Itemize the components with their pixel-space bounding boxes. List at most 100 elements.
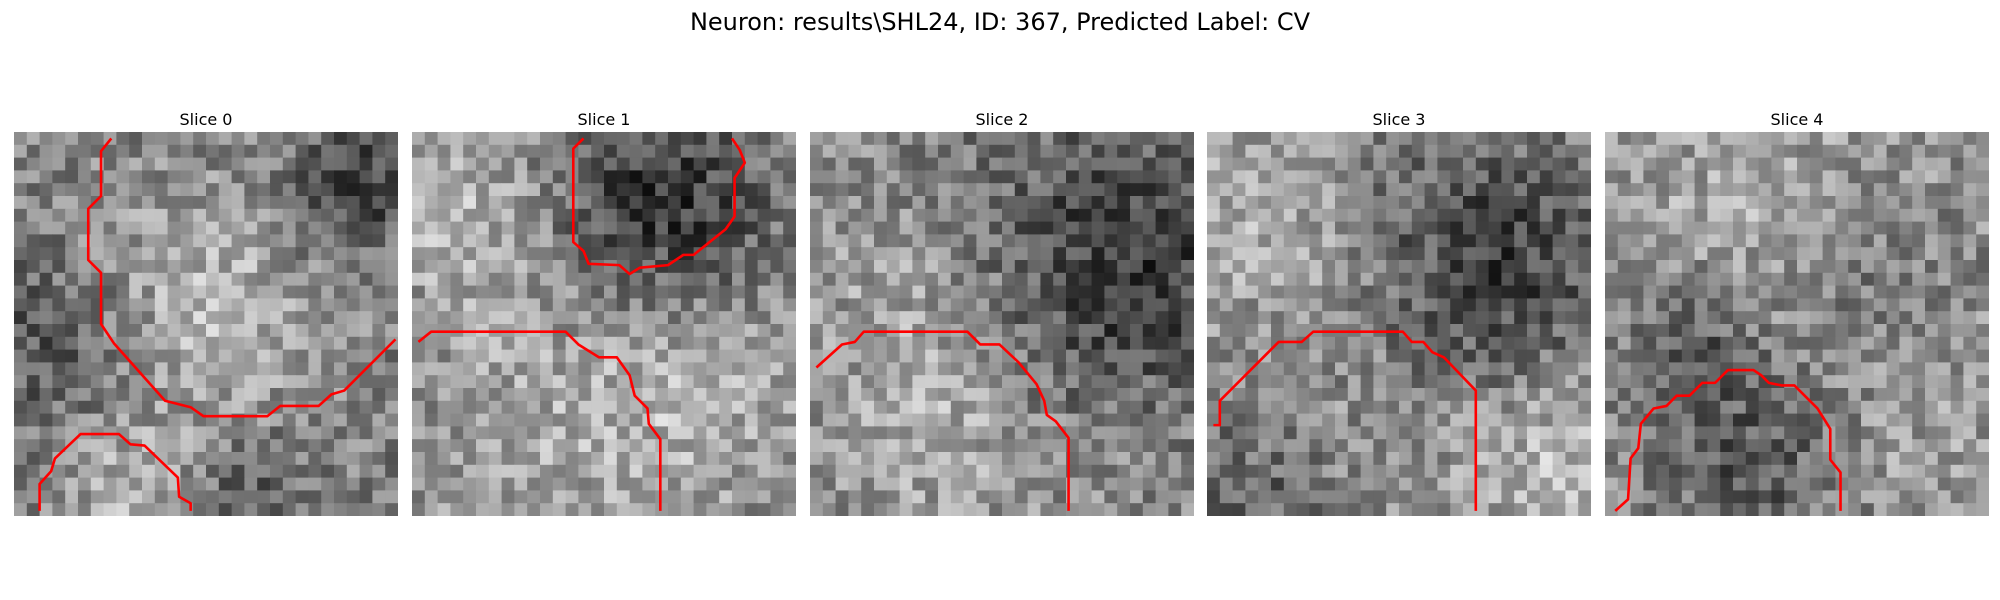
image-pixel [1873,400,1887,414]
image-pixel [1117,400,1131,414]
image-pixel [1861,400,1875,414]
image-pixel [1539,157,1553,171]
image-pixel [1873,272,1887,286]
image-pixel [1501,452,1515,466]
image-pixel [334,375,348,389]
image-pixel [1835,311,1849,325]
image-pixel [963,183,977,197]
image-pixel [1296,375,1310,389]
image-pixel [1912,375,1926,389]
image-pixel [1424,272,1438,286]
image-pixel [424,183,438,197]
image-pixel [193,503,207,516]
image-pixel [912,503,926,516]
image-pixel [1245,413,1259,427]
image-pixel [26,503,40,516]
image-pixel [1822,400,1836,414]
image-pixel [103,336,117,350]
image-pixel [52,439,66,453]
image-pixel [963,170,977,184]
image-pixel [578,144,592,158]
image-pixel [180,247,194,261]
image-pixel [1873,208,1887,222]
image-pixel [1245,183,1259,197]
image-pixel [1283,247,1297,261]
image-pixel [167,503,181,516]
image-pixel [244,144,258,158]
image-pixel [180,388,194,402]
image-pixel [26,375,40,389]
image-pixel [680,324,694,338]
image-pixel [412,452,426,466]
image-pixel [1258,298,1272,312]
image-pixel [950,272,964,286]
image-pixel [1963,439,1977,453]
image-pixel [1386,311,1400,325]
image-pixel [578,477,592,491]
image-pixel [1117,426,1131,440]
image-pixel [1643,157,1657,171]
image-pixel [116,247,130,261]
image-pixel [1437,285,1451,299]
image-pixel [1950,413,1964,427]
image-pixel [1488,132,1502,146]
image-pixel [1617,247,1631,261]
image-pixel [1707,311,1721,325]
image-pixel [65,298,79,312]
image-pixel [1155,477,1169,491]
image-pixel [1104,157,1118,171]
image-pixel [1181,298,1194,312]
image-pixel [1475,503,1489,516]
image-pixel [950,234,964,248]
image-pixel [1514,400,1528,414]
image-pixel [1091,426,1105,440]
image-pixel [899,349,913,363]
image-pixel [950,144,964,158]
image-pixel [65,221,79,235]
image-pixel [129,400,143,414]
image-pixel [321,336,335,350]
image-pixel [732,375,746,389]
image-pixel [1873,388,1887,402]
image-pixel [1488,413,1502,427]
image-pixel [744,234,758,248]
image-pixel [540,464,554,478]
image-pixel [757,247,771,261]
image-pixel [540,234,554,248]
image-pixel [989,132,1003,146]
image-pixel [1078,311,1092,325]
image-pixel [886,208,900,222]
image-pixel [1053,336,1067,350]
image-pixel [732,388,746,402]
image-pixel [1552,234,1566,248]
image-pixel [1207,272,1221,286]
image-pixel [616,477,630,491]
image-pixel [1630,426,1644,440]
image-pixel [1539,477,1553,491]
image-pixel [1219,196,1233,210]
image-pixel [1925,272,1939,286]
image-pixel [1014,170,1028,184]
image-pixel [321,260,335,274]
image-pixel [706,375,720,389]
image-pixel [1232,157,1246,171]
image-pixel [744,426,758,440]
image-pixel [1258,439,1272,453]
image-pixel [1360,260,1374,274]
image-pixel [14,464,28,478]
image-pixel [1617,388,1631,402]
image-pixel [1707,132,1721,146]
image-pixel [1219,375,1233,389]
image-pixel [1539,221,1553,235]
image-pixel [372,272,386,286]
image-pixel [1733,144,1747,158]
image-pixel [1027,144,1041,158]
image-pixel [1027,362,1041,376]
image-pixel [1232,208,1246,222]
image-pixel [1283,234,1297,248]
image-pixel [835,234,849,248]
image-pixel [719,324,733,338]
image-pixel [270,298,284,312]
image-pixel [604,285,618,299]
image-pixel [1168,452,1182,466]
